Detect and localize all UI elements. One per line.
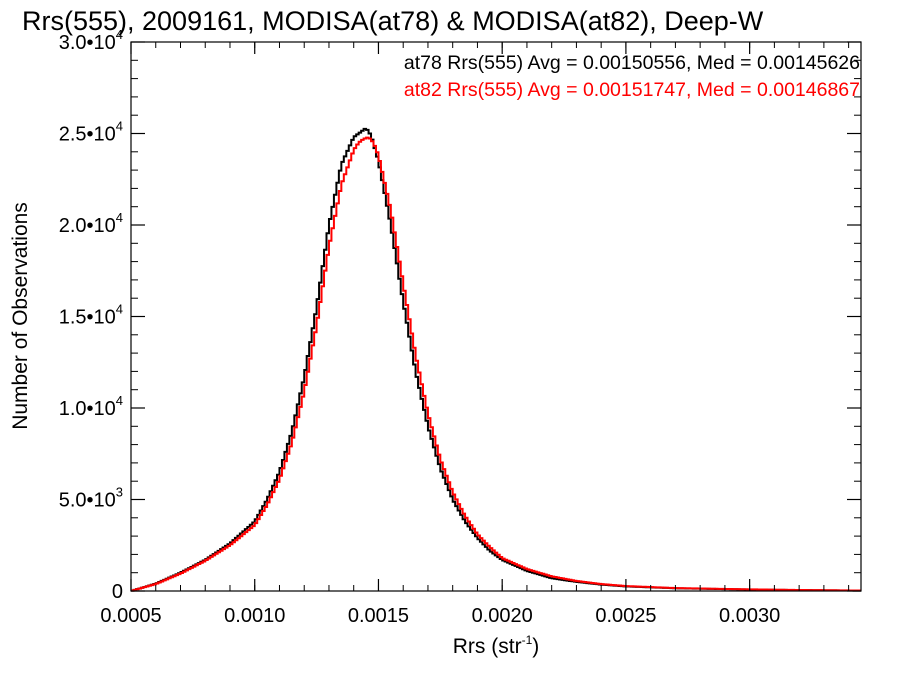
y-tick-exponent: 3 [116, 485, 123, 500]
y-axis-title: Number of Observations [9, 202, 32, 430]
series-line-at82 [131, 136, 861, 592]
y-tick-label: 2.5•104 [59, 119, 123, 146]
legend: at78 Rrs(555) Avg = 0.00150556, Med = 0.… [404, 52, 860, 101]
y-tick-mantissa: 1.5•10 [59, 307, 116, 329]
y-tick-label: 0 [112, 581, 123, 603]
y-tick-exponent: 4 [116, 393, 123, 408]
y-axis: 05.0•1031.0•1041.5•1042.0•1042.5•1043.0•… [59, 27, 861, 603]
y-tick-label: 5.0•103 [59, 485, 123, 512]
x-tick-label: 0.0030 [719, 605, 780, 627]
x-tick-label: 0.0020 [472, 605, 533, 627]
plot-area [130, 41, 862, 592]
y-tick-mantissa: 2.5•10 [59, 124, 116, 146]
minor-ticks [130, 41, 861, 592]
x-tick-label: 0.0015 [348, 605, 409, 627]
y-tick-mantissa: 0 [112, 581, 123, 603]
series-layer [131, 127, 861, 592]
y-tick-mantissa: 5.0•10 [59, 490, 116, 512]
x-axis-title-text: Rrs (str [453, 635, 522, 658]
x-tick-label: 0.0025 [595, 605, 656, 627]
y-tick-exponent: 4 [116, 302, 123, 317]
y-tick-mantissa: 1.0•10 [59, 398, 116, 420]
y-tick-mantissa: 2.0•10 [59, 215, 116, 237]
y-tick-exponent: 4 [116, 210, 123, 225]
x-axis-title-close: ) [532, 635, 539, 658]
y-tick-label: 2.0•104 [59, 210, 123, 237]
x-tick-label: 0.0005 [100, 605, 161, 627]
y-tick-label: 1.5•104 [59, 302, 123, 329]
series-line-at78 [131, 127, 861, 592]
x-axis-title-sup: -1 [522, 633, 533, 647]
x-tick-label: 0.0010 [224, 605, 285, 627]
legend-entry-at82: at82 Rrs(555) Avg = 0.00151747, Med = 0.… [404, 79, 860, 101]
plot-frame [130, 41, 862, 592]
y-tick-exponent: 4 [116, 119, 123, 134]
x-axis-title: Rrs (str-1) [453, 633, 540, 658]
y-tick-mantissa: 3.0•10 [59, 32, 116, 54]
y-tick-label: 3.0•104 [59, 27, 123, 54]
x-axis: 0.0005 0.0010 0.0015 0.0020 0.0025 0.0030 [100, 42, 780, 627]
y-tick-exponent: 4 [116, 27, 123, 42]
chart-title: Rrs(555), 2009161, MODISA(at78) & MODISA… [22, 6, 764, 36]
legend-entry-at78: at78 Rrs(555) Avg = 0.00150556, Med = 0.… [404, 52, 860, 74]
y-tick-label: 1.0•104 [59, 393, 123, 420]
